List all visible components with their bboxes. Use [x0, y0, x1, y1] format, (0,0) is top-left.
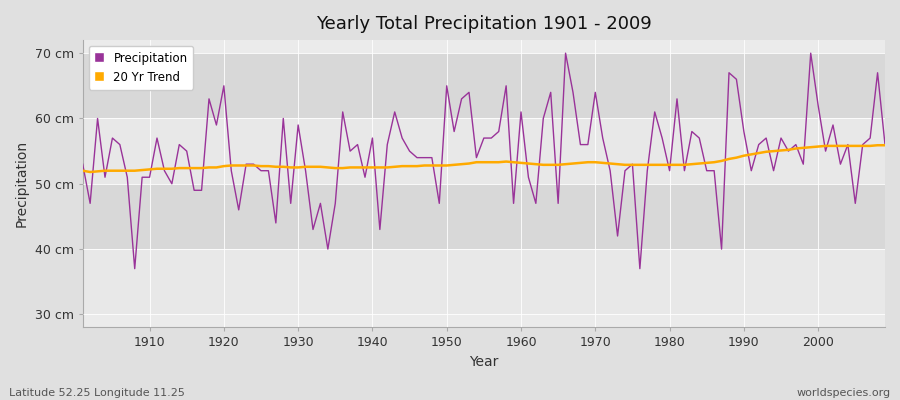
Y-axis label: Precipitation: Precipitation: [15, 140, 29, 227]
20 Yr Trend: [516, 160, 526, 165]
Precipitation: [308, 227, 319, 232]
20 Yr Trend: [144, 167, 155, 172]
20 Yr Trend: [308, 164, 319, 169]
Legend: Precipitation, 20 Yr Trend: Precipitation, 20 Yr Trend: [88, 46, 194, 90]
Precipitation: [879, 142, 890, 147]
Line: 20 Yr Trend: 20 Yr Trend: [83, 145, 885, 172]
Precipitation: [352, 142, 363, 147]
Precipitation: [77, 162, 88, 166]
20 Yr Trend: [523, 161, 534, 166]
Precipitation: [516, 110, 526, 114]
Precipitation: [619, 168, 630, 173]
Bar: [83, 53, 885, 118]
20 Yr Trend: [85, 170, 95, 174]
Text: Latitude 52.25 Longitude 11.25: Latitude 52.25 Longitude 11.25: [9, 388, 184, 398]
Precipitation: [130, 266, 140, 271]
20 Yr Trend: [879, 143, 890, 148]
Line: Precipitation: Precipitation: [83, 53, 885, 269]
20 Yr Trend: [612, 162, 623, 166]
Text: worldspecies.org: worldspecies.org: [796, 388, 891, 398]
20 Yr Trend: [872, 143, 883, 148]
Bar: [83, 118, 885, 184]
20 Yr Trend: [77, 168, 88, 173]
Precipitation: [560, 51, 571, 56]
Title: Yearly Total Precipitation 1901 - 2009: Yearly Total Precipitation 1901 - 2009: [316, 15, 652, 33]
X-axis label: Year: Year: [469, 355, 499, 369]
Precipitation: [144, 175, 155, 180]
Bar: [83, 184, 885, 249]
Bar: [83, 249, 885, 314]
Precipitation: [523, 175, 534, 180]
20 Yr Trend: [352, 165, 363, 170]
